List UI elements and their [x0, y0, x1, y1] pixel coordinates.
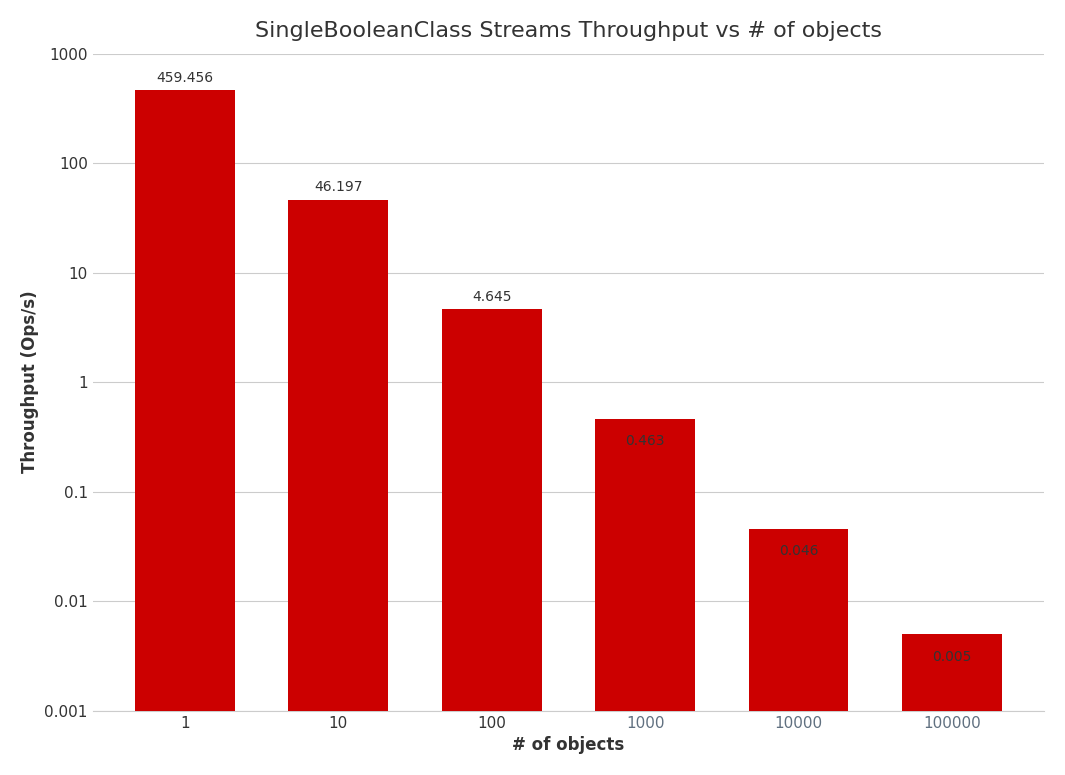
X-axis label: # of objects: # of objects [512, 736, 624, 754]
Y-axis label: Throughput (Ops/s): Throughput (Ops/s) [21, 291, 38, 474]
Text: 0.005: 0.005 [932, 649, 971, 664]
Bar [749, 529, 849, 711]
Title: SingleBooleanClass Streams Throughput vs # of objects: SingleBooleanClass Streams Throughput vs… [255, 21, 882, 41]
Bar [442, 309, 541, 711]
Text: 459.456: 459.456 [157, 71, 213, 85]
Bar [135, 91, 234, 711]
Text: 0.046: 0.046 [779, 544, 818, 558]
Text: 4.645: 4.645 [472, 290, 511, 304]
Text: 0.463: 0.463 [625, 434, 665, 449]
Bar [595, 418, 695, 711]
Bar [289, 200, 388, 711]
Text: 46.197: 46.197 [314, 181, 362, 195]
Bar [902, 634, 1002, 711]
